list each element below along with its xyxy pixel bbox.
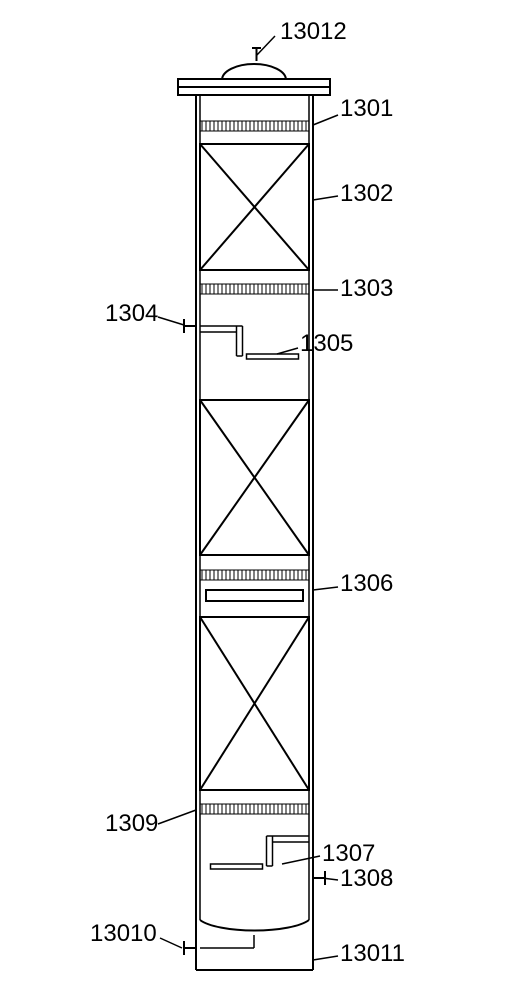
label-13010: 13010	[90, 920, 157, 948]
label-1306: 1306	[340, 570, 393, 598]
label-13011: 13011	[340, 940, 405, 968]
label-1302: 1302	[340, 180, 393, 208]
label-1301: 1301	[340, 95, 393, 123]
label-1305: 1305	[300, 330, 353, 358]
diagram-svg	[0, 0, 521, 1000]
label-1304: 1304	[105, 300, 158, 328]
label-1303: 1303	[340, 275, 393, 303]
label-1309: 1309	[105, 810, 158, 838]
label-13012: 13012	[280, 18, 347, 46]
label-1308: 1308	[340, 865, 393, 893]
label-1307: 1307	[322, 840, 375, 868]
column-diagram: 1301213011302130313041305130613091307130…	[0, 0, 521, 1000]
